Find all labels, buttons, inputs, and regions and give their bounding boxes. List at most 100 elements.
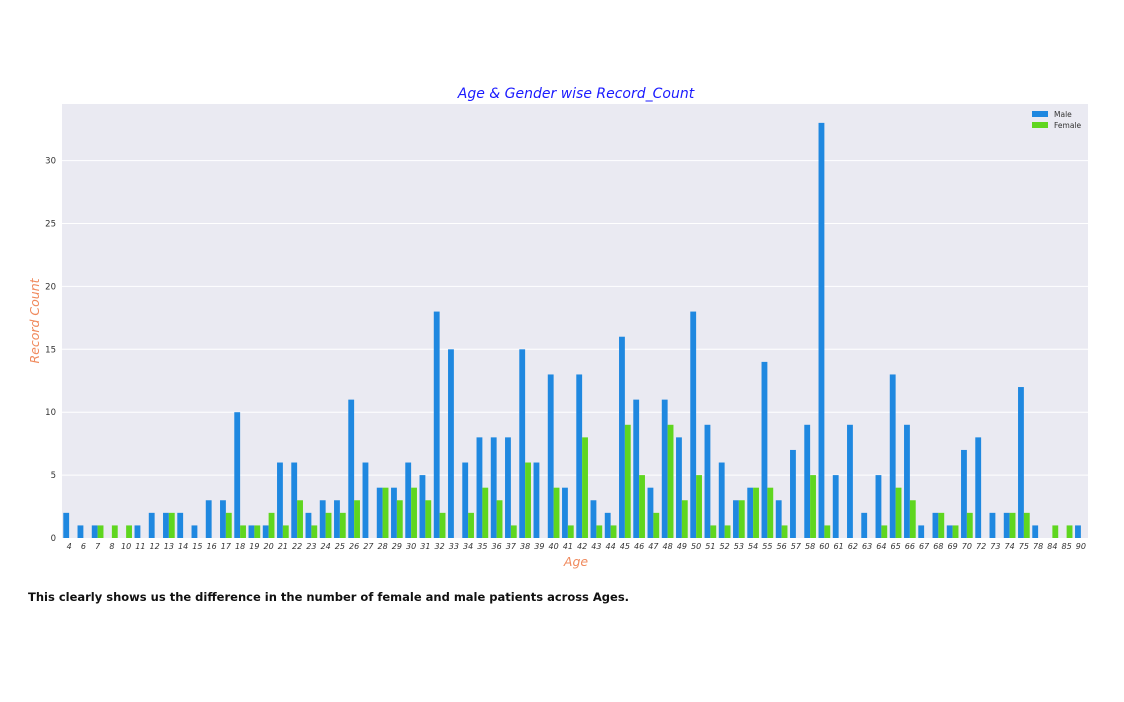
bar-female [396,500,403,538]
x-tick-label: 48 [663,542,673,551]
bar-female [282,525,289,538]
x-tick-label: 32 [435,542,445,551]
x-tick-label: 37 [506,542,517,551]
bar-female [909,500,916,538]
bar-female [111,525,118,538]
bar-male [633,399,640,538]
bar-female [510,525,517,538]
y-axis-label: Record Count [27,277,42,363]
bar-male [590,500,597,538]
bar-male [376,487,383,538]
x-tick-label: 31 [420,542,430,551]
bar-female [411,487,417,538]
bar-male [319,500,326,538]
legend: Male Female [1032,110,1082,130]
bar-male [918,525,925,538]
x-tick-label: 45 [620,542,630,551]
x-tick-label: 56 [777,542,787,551]
bar-male [91,525,98,538]
bar-male [277,462,283,538]
bar-female [810,475,816,538]
bar-male [676,437,682,538]
bar-female [496,500,503,538]
bar-female [1066,525,1073,538]
x-tick-label: 64 [876,542,886,551]
bar-female [468,512,474,538]
x-tick-label: 35 [477,542,487,551]
bar-male [448,349,454,538]
bar-male [462,462,469,538]
bar-female [753,487,759,538]
bar-male [334,500,340,538]
x-tick-label: 47 [648,542,659,551]
x-axis-ticks: 4 6 7 8 10 11 12 13 14 15 16 17 18 19 20 21 22 23 24 25 26 27… [67,542,1086,551]
bar-male [77,525,84,538]
bar-male [576,374,583,538]
bar-male [775,500,782,538]
bar-male [134,525,141,538]
bar-female [297,500,303,538]
bar-male [989,512,996,538]
legend-label-male: Male [1054,110,1072,119]
bar-female [553,487,560,538]
bar-female [966,512,973,538]
x-tick-label: 20 [264,542,274,551]
bar-female [97,525,104,538]
bar-male [875,475,882,538]
x-tick-label: 12 [150,542,160,551]
x-tick-label: 54 [748,542,758,551]
bar-male [362,462,369,538]
x-tick-label: 21 [278,542,288,551]
x-tick-label: 17 [221,542,232,551]
bar-male [163,512,169,538]
x-tick-label: 62 [848,542,858,551]
bar-male [661,399,668,538]
bar-male [220,500,226,538]
x-tick-label: 30 [406,542,416,551]
x-tick-label: 78 [1033,542,1043,551]
x-tick-label: 63 [862,542,872,551]
x-tick-label: 13 [164,542,174,551]
x-tick-label: 22 [292,542,302,551]
x-tick-label: 70 [962,542,972,551]
bar-female [781,525,788,538]
bar-male [191,525,198,538]
x-tick-label: 18 [235,542,245,551]
bar-male [262,525,269,538]
bar-female [1009,512,1016,538]
x-tick-label: 73 [990,542,1000,551]
bar-male [291,462,298,538]
bar-female [710,525,717,538]
bar-male [433,311,440,538]
bar-female [268,512,275,538]
bar-female [126,525,132,538]
bar-male [804,424,811,538]
x-tick-label: 69 [948,542,958,551]
bar-female [639,475,645,538]
x-tick-label: 24 [321,542,331,551]
bar-male [704,424,711,538]
x-tick-label: 10 [121,542,131,551]
bar-male [519,349,526,538]
bar-female [738,500,745,538]
x-tick-label: 4 [67,542,72,551]
y-tick-label: 20 [45,282,56,292]
bar-male [63,512,70,538]
y-tick-label: 10 [45,408,56,418]
x-tick-label: 61 [834,542,844,551]
x-tick-label: 6 [81,542,86,551]
bar-female [1023,512,1030,538]
bar-female [325,512,332,538]
bar-female [311,525,318,538]
x-tick-label: 75 [1019,542,1029,551]
x-tick-label: 19 [249,542,259,551]
x-tick-label: 44 [606,542,616,551]
bar-female [952,525,959,538]
x-tick-label: 42 [577,542,587,551]
bar-male [476,437,483,538]
bar-male [405,462,412,538]
bar-female [824,525,831,538]
x-tick-label: 36 [492,542,502,551]
x-tick-label: 46 [634,542,644,551]
x-tick-label: 85 [1062,542,1072,551]
